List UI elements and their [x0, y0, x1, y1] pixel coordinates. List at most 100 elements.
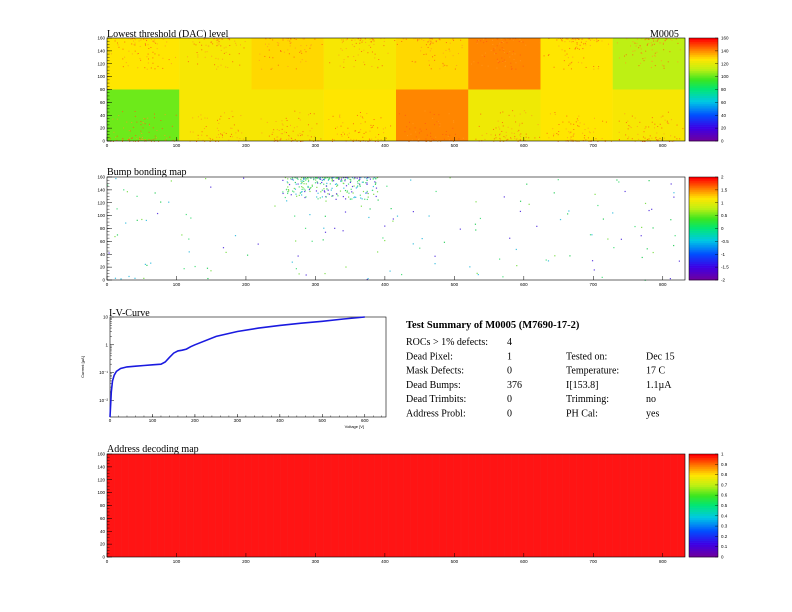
- speckle-pixel: [572, 56, 574, 58]
- speckle-pixel: [352, 140, 354, 142]
- speckle-pixel: [352, 38, 354, 40]
- speckle-pixel: [665, 38, 667, 40]
- speckle-pixel: [573, 38, 575, 40]
- speckle-pixel: [136, 121, 138, 123]
- dead-bump-pixel: [285, 188, 288, 190]
- palette-swatch: [689, 126, 718, 129]
- speckle-pixel: [547, 54, 549, 56]
- speckle-pixel: [430, 135, 432, 137]
- speckle-pixel: [176, 139, 178, 141]
- speckle-pixel: [139, 45, 141, 47]
- speckle-pixel: [308, 114, 310, 116]
- speckle-pixel: [433, 113, 435, 115]
- speckle-pixel: [534, 137, 536, 139]
- speckle-pixel: [669, 38, 671, 40]
- speckle-pixel: [219, 118, 221, 120]
- speckle-pixel: [420, 50, 422, 52]
- dead-bump-pixel: [327, 189, 329, 191]
- speckle-pixel: [568, 121, 570, 123]
- palette-swatch: [689, 495, 718, 498]
- speckle-pixel: [674, 136, 676, 138]
- speckle-pixel: [567, 38, 569, 40]
- speckle-pixel: [273, 138, 275, 140]
- speckle-pixel: [510, 66, 512, 68]
- speckle-pixel: [115, 38, 117, 40]
- speckle-pixel: [578, 48, 580, 50]
- threshold-map-plot: [107, 38, 686, 142]
- speckle-pixel: [276, 139, 278, 141]
- speckle-pixel: [570, 68, 572, 70]
- speckle-pixel: [152, 51, 154, 53]
- speckle-pixel: [591, 38, 593, 40]
- speckle-pixel: [277, 140, 279, 142]
- dead-bump-pixel: [325, 177, 327, 179]
- dead-bump-pixel: [317, 182, 319, 184]
- speckle-pixel: [361, 41, 363, 43]
- x-tick-label: 200: [242, 282, 250, 287]
- palette-swatch: [689, 207, 718, 211]
- speckle-pixel: [519, 113, 521, 115]
- speckle-pixel: [501, 122, 503, 124]
- dead-bump-pixel: [356, 181, 359, 183]
- speckle-pixel: [229, 135, 231, 137]
- palette-swatch: [689, 191, 718, 194]
- speckle-pixel: [333, 139, 335, 141]
- speckle-pixel: [300, 50, 302, 52]
- dead-bump-pixel: [342, 195, 344, 198]
- dead-bump-pixel: [146, 264, 148, 267]
- dead-bump-pixel: [295, 193, 297, 195]
- speckle-pixel: [377, 138, 379, 140]
- speckle-pixel: [302, 38, 304, 40]
- palette-swatch: [689, 501, 718, 504]
- speckle-pixel: [576, 140, 578, 142]
- speckle-pixel: [358, 140, 360, 142]
- speckle-pixel: [525, 133, 527, 135]
- speckle-pixel: [568, 131, 570, 133]
- dead-bump-pixel: [327, 193, 329, 195]
- speckle-pixel: [659, 123, 661, 125]
- speckle-pixel: [343, 59, 345, 61]
- speckle-pixel: [510, 62, 512, 64]
- y-tick-label: 0: [102, 555, 105, 560]
- speckle-pixel: [576, 46, 578, 48]
- palette-swatch: [689, 193, 718, 196]
- speckle-pixel: [369, 139, 371, 141]
- speckle-pixel: [345, 48, 347, 50]
- dead-bump-pixel: [194, 265, 196, 268]
- speckle-pixel: [512, 39, 514, 41]
- dead-bump-pixel: [311, 240, 313, 242]
- speckle-pixel: [677, 61, 679, 63]
- speckle-pixel: [286, 119, 288, 121]
- speckle-pixel: [353, 66, 355, 68]
- palette-swatch: [689, 87, 718, 90]
- speckle-pixel: [584, 129, 586, 131]
- speckle-pixel: [507, 126, 509, 128]
- speckle-pixel: [152, 62, 154, 64]
- speckle-pixel: [271, 67, 273, 69]
- summary-label-2: Temperature:: [566, 366, 619, 377]
- speckle-pixel: [146, 56, 148, 58]
- speckle-pixel: [140, 138, 142, 140]
- speckle-pixel: [563, 60, 565, 62]
- dead-bump-pixel: [332, 180, 335, 182]
- palette-tick-label: 0.1: [721, 544, 728, 549]
- palette-swatch: [689, 482, 718, 486]
- speckle-pixel: [348, 136, 350, 138]
- dead-bump-pixel: [282, 191, 284, 193]
- palette-swatch: [689, 524, 718, 527]
- speckle-pixel: [294, 110, 296, 112]
- speckle-pixel: [481, 134, 483, 136]
- speckle-pixel: [217, 44, 219, 46]
- speckle-pixel: [639, 121, 641, 123]
- speckle-pixel: [579, 122, 581, 124]
- palette-swatch: [689, 538, 718, 541]
- speckle-pixel: [282, 38, 284, 40]
- speckle-pixel: [653, 127, 655, 129]
- dead-bump-pixel: [300, 182, 302, 185]
- dead-bump-pixel: [307, 185, 309, 188]
- speckle-pixel: [571, 61, 573, 63]
- speckle-pixel: [663, 49, 665, 51]
- speckle-pixel: [297, 135, 299, 137]
- dead-bump-pixel: [547, 260, 550, 262]
- speckle-pixel: [515, 68, 517, 70]
